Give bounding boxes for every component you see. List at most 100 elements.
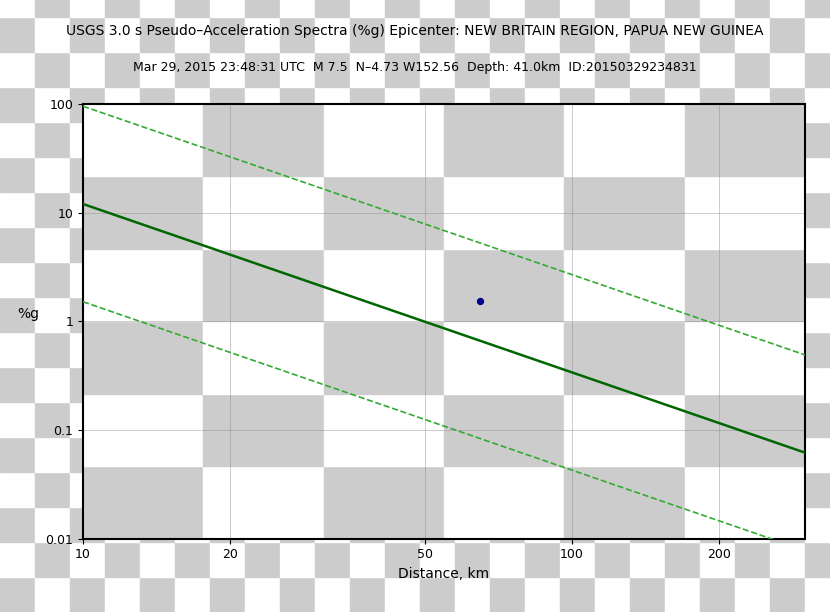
Bar <box>280 122 315 157</box>
Bar <box>315 402 350 437</box>
Bar <box>595 437 630 472</box>
Bar <box>70 87 105 122</box>
Bar <box>175 332 210 367</box>
Bar <box>105 367 140 402</box>
Bar <box>595 192 630 227</box>
Bar <box>140 52 175 87</box>
Bar <box>735 402 770 437</box>
Bar <box>490 157 525 192</box>
Bar <box>665 367 700 402</box>
Bar <box>805 262 830 297</box>
Bar <box>665 87 700 122</box>
Bar <box>315 542 350 577</box>
Bar <box>140 332 175 367</box>
Bar <box>630 122 665 157</box>
Bar <box>630 52 665 87</box>
Bar <box>210 332 245 367</box>
Bar <box>560 122 595 157</box>
Bar <box>105 472 140 507</box>
Bar <box>735 122 770 157</box>
Bar <box>665 332 700 367</box>
Bar <box>315 192 350 227</box>
Bar <box>0 542 35 577</box>
Bar <box>665 262 700 297</box>
Bar <box>245 157 280 192</box>
Bar <box>490 192 525 227</box>
Point <box>474 296 487 305</box>
Bar <box>35 542 70 577</box>
Bar <box>490 262 525 297</box>
Bar <box>805 0 830 17</box>
Bar <box>245 297 280 332</box>
Bar <box>595 402 630 437</box>
Bar <box>735 157 770 192</box>
Bar <box>175 227 210 262</box>
Bar <box>595 0 630 17</box>
Bar <box>210 157 245 192</box>
Bar <box>70 367 105 402</box>
Bar <box>70 332 105 367</box>
Bar <box>560 332 595 367</box>
Bar <box>140 262 175 297</box>
Bar <box>315 437 350 472</box>
Bar <box>385 52 420 87</box>
Bar <box>350 367 385 402</box>
Bar <box>525 262 560 297</box>
Bar <box>805 227 830 262</box>
Bar <box>0 0 35 17</box>
Bar <box>455 437 490 472</box>
Bar <box>245 52 280 87</box>
Bar <box>105 507 140 542</box>
Bar <box>770 87 805 122</box>
Bar <box>385 437 420 472</box>
Bar <box>805 367 830 402</box>
Bar <box>175 402 210 437</box>
Bar <box>455 262 490 297</box>
Bar <box>805 157 830 192</box>
Bar <box>630 472 665 507</box>
Bar <box>700 227 735 262</box>
Bar <box>525 17 560 52</box>
Bar <box>0 122 35 157</box>
Bar <box>70 262 105 297</box>
Bar <box>280 87 315 122</box>
Bar <box>245 17 280 52</box>
Bar <box>770 507 805 542</box>
Bar <box>490 87 525 122</box>
Bar <box>140 157 175 192</box>
Bar <box>35 472 70 507</box>
Bar <box>735 192 770 227</box>
Text: Mar 29, 2015 23:48:31 UTC  M 7.5  N–4.73 W152.56  Depth: 41.0km  ID:201503292348: Mar 29, 2015 23:48:31 UTC M 7.5 N–4.73 W… <box>133 61 697 74</box>
Bar <box>525 157 560 192</box>
Bar <box>35 52 70 87</box>
Bar <box>805 122 830 157</box>
Bar <box>245 542 280 577</box>
Bar <box>0 402 35 437</box>
Bar <box>735 0 770 17</box>
Bar <box>175 297 210 332</box>
Bar <box>665 437 700 472</box>
Bar <box>105 122 140 157</box>
Bar <box>315 297 350 332</box>
Bar <box>245 402 280 437</box>
Bar <box>420 577 455 612</box>
Bar <box>35 122 70 157</box>
Bar <box>0 52 35 87</box>
Bar <box>140 542 175 577</box>
Bar <box>735 472 770 507</box>
Bar <box>0 17 35 52</box>
Bar <box>70 402 105 437</box>
Bar <box>805 507 830 542</box>
Bar <box>280 157 315 192</box>
Bar <box>455 87 490 122</box>
Bar <box>315 122 350 157</box>
Bar <box>700 367 735 402</box>
Bar <box>140 367 175 402</box>
Bar <box>35 332 70 367</box>
Bar <box>770 52 805 87</box>
Bar <box>455 297 490 332</box>
Bar <box>0 332 35 367</box>
Bar <box>245 367 280 402</box>
Bar <box>770 227 805 262</box>
Bar <box>175 52 210 87</box>
